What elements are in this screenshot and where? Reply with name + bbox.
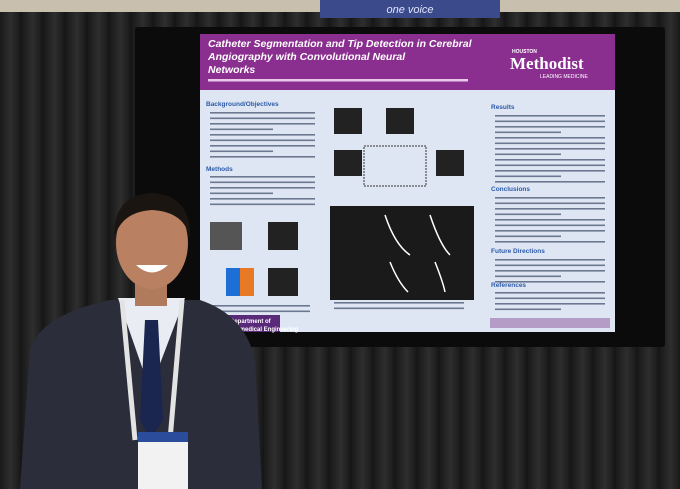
text-line: [495, 241, 605, 243]
figure: [334, 108, 362, 134]
text-line: [495, 181, 605, 183]
text-line: [495, 115, 605, 117]
text-line: [495, 164, 605, 167]
text-line: [210, 150, 273, 153]
text-line: [495, 230, 605, 232]
text-line: [495, 175, 561, 178]
section-heading: Results: [491, 104, 515, 111]
authors: [208, 79, 468, 82]
text-line: [210, 203, 315, 206]
catheter: [384, 214, 451, 293]
figure: [268, 268, 298, 296]
text-line: [495, 292, 605, 294]
text-line: [495, 197, 605, 199]
text-line: [495, 235, 561, 238]
text-line: [495, 264, 605, 267]
text-line: [210, 145, 315, 147]
text-line: [495, 297, 605, 300]
text-line: [210, 192, 273, 195]
section-heading: Conclusions: [491, 186, 530, 193]
text-line: [210, 176, 315, 178]
lanyard: [119, 299, 185, 441]
poster-title: Catheter Segmentation and Tip Detection …: [208, 38, 473, 50]
person: [20, 193, 262, 489]
logo-prefix: HOUSTON: [512, 49, 537, 55]
logo-name: Methodist: [510, 54, 584, 73]
text-line: [210, 187, 315, 189]
text-line: [495, 131, 561, 134]
smile: [136, 265, 168, 273]
figure: [268, 222, 298, 250]
text-line: [210, 198, 315, 200]
suit: [20, 300, 262, 489]
section-heading: Future Directions: [491, 248, 545, 255]
text-line: [210, 134, 315, 136]
text-line: [210, 123, 315, 125]
text-line: [495, 224, 605, 227]
figure: [436, 150, 464, 176]
text-line: [495, 159, 605, 161]
department: Department of: [230, 319, 272, 325]
section-heading: Methods: [206, 166, 233, 173]
text-line: [495, 202, 605, 205]
text-line: [495, 213, 561, 216]
banner: [320, 0, 500, 18]
text-line: [210, 112, 315, 114]
figure: [386, 108, 414, 134]
text-line: [495, 259, 605, 261]
text-line: [495, 270, 605, 272]
text-line: [495, 120, 605, 123]
text-line: [210, 310, 310, 313]
section-heading: Background/Objectives: [206, 101, 279, 108]
body-text: [210, 112, 605, 313]
text-line: [495, 142, 605, 145]
text-line: [210, 305, 310, 307]
poster-title: Angiography with Convolutional Neural: [207, 51, 406, 63]
text-line: [495, 170, 605, 172]
text-line: [495, 153, 561, 156]
poster-title: Networks: [208, 64, 255, 76]
section-heading: References: [491, 282, 526, 289]
tie: [140, 320, 163, 440]
text-line: [495, 219, 605, 221]
text-line: [495, 275, 561, 278]
diagram: [363, 145, 427, 187]
figures: [210, 108, 474, 300]
text-line: [334, 302, 464, 304]
figure: [240, 268, 254, 296]
text-line: [495, 308, 561, 311]
text-line: [495, 208, 605, 210]
hair: [113, 193, 191, 240]
text-line: [210, 156, 315, 158]
text-line: [495, 137, 605, 139]
text-line: [495, 303, 605, 305]
text-line: [210, 139, 315, 142]
text-line: [495, 281, 605, 283]
department: Biomedical Engineering: [230, 327, 299, 333]
face: [116, 197, 188, 289]
logo-tagline: LEADING MEDICINE: [540, 74, 588, 80]
text-line: [210, 117, 315, 120]
figure: [210, 222, 242, 250]
text-line: [210, 128, 273, 131]
text-line: [334, 307, 464, 310]
banner-text: one voice: [386, 4, 433, 16]
figure: [334, 150, 362, 176]
badge-header: [138, 432, 188, 442]
text-line: [495, 148, 605, 150]
acknowledgement: [490, 318, 610, 328]
text-line: [210, 181, 315, 184]
text-line: [495, 126, 605, 128]
